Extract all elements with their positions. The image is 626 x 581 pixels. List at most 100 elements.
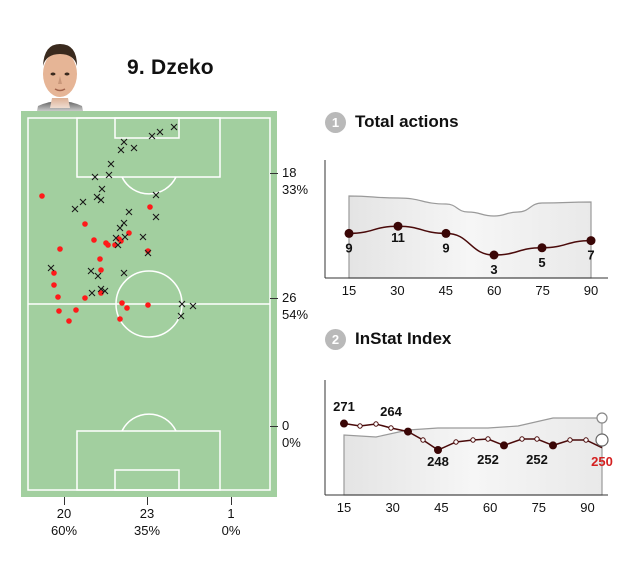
action-cross — [116, 224, 124, 232]
total-actions-tick-label: 60 — [487, 283, 501, 298]
instat-end-point — [595, 433, 609, 447]
action-dot — [82, 221, 88, 227]
total-actions-chart: 9 11 9 3 5 7 15 30 45 60 75 90 — [324, 160, 608, 298]
tick — [34, 497, 94, 505]
instat-minor-point — [470, 437, 476, 443]
stat-value: 18 — [282, 165, 297, 180]
action-cross — [91, 173, 99, 181]
stat-value: 23 — [139, 506, 155, 521]
instat-minor-point — [373, 421, 379, 427]
action-dot — [124, 305, 130, 311]
action-dot — [112, 242, 118, 248]
instat-minor-point — [534, 436, 540, 442]
action-cross — [97, 196, 105, 204]
total-actions-point — [441, 228, 451, 238]
action-cross — [152, 191, 160, 199]
action-dot — [39, 193, 45, 199]
action-dot — [117, 316, 123, 322]
instat-point — [340, 419, 348, 428]
stat-value: 20 — [56, 506, 72, 521]
stat-percent: 0% — [282, 435, 301, 450]
action-dot — [55, 294, 61, 300]
action-cross — [130, 144, 138, 152]
instat-tick-label: 90 — [580, 500, 594, 515]
action-cross — [120, 219, 128, 227]
action-dot — [51, 282, 57, 288]
pitch-stat-right-middle: 26 54% — [270, 289, 310, 323]
instat-point — [500, 441, 508, 450]
pitch-stat-right-bottom: 0 0% — [270, 417, 310, 451]
action-dot — [145, 302, 151, 308]
action-cross — [114, 241, 122, 249]
action-cross — [125, 208, 133, 216]
action-cross — [144, 249, 152, 257]
pitch-stat-right-top: 18 33% — [270, 164, 310, 198]
red-dots-layer — [39, 193, 153, 324]
total-actions-tick-label: 45 — [439, 283, 453, 298]
pitch-stat-bottom-right: 1 0% — [201, 505, 261, 539]
action-dot — [91, 237, 97, 243]
action-cross — [71, 205, 79, 213]
instat-point — [404, 427, 412, 436]
instat-minor-point — [453, 439, 459, 445]
action-cross — [148, 132, 156, 140]
instat-value-label: 250 — [591, 454, 613, 469]
action-dot — [145, 248, 151, 254]
stat-value: 0 — [282, 418, 290, 433]
total-actions-area — [348, 195, 592, 279]
total-actions-value-label: 9 — [345, 240, 352, 255]
total-actions-value-label: 5 — [538, 255, 545, 270]
stat-percent: 33% — [282, 182, 309, 197]
instat-minor-point — [357, 423, 363, 429]
instat-point — [549, 441, 557, 450]
action-cross — [47, 264, 55, 272]
instat-minor-point — [567, 437, 573, 443]
instat-minor-point — [388, 425, 394, 431]
instat-tick-label: 30 — [385, 500, 399, 515]
instat-minor-point — [485, 436, 491, 442]
total-actions-point — [344, 228, 354, 238]
action-dot — [82, 295, 88, 301]
action-cross — [189, 302, 197, 310]
instat-value-label: 264 — [380, 404, 402, 419]
section-2-badge: 2 — [325, 329, 346, 350]
instat-avg-area — [343, 417, 603, 496]
player-name: 9. Dzeko — [127, 56, 214, 79]
action-dot — [105, 242, 111, 248]
action-cross — [121, 233, 129, 241]
stat-percent: 0% — [221, 523, 241, 538]
total-actions-point — [489, 250, 499, 260]
total-actions-tick-label: 90 — [584, 283, 598, 298]
instat-minor-point — [583, 437, 589, 443]
stat-value: 1 — [227, 506, 235, 521]
action-cross — [97, 285, 105, 293]
total-actions-value-label: 9 — [442, 240, 449, 255]
stat-percent: 54% — [282, 307, 309, 322]
instat-value-label: 271 — [333, 399, 355, 414]
tick — [117, 497, 177, 505]
action-cross — [88, 289, 96, 297]
instat-tick-label: 45 — [434, 500, 448, 515]
action-cross — [152, 213, 160, 221]
action-cross — [156, 128, 164, 136]
player-photo-icon — [30, 36, 90, 116]
instat-tick-label: 60 — [483, 500, 497, 515]
action-cross — [79, 198, 87, 206]
action-dot — [147, 204, 153, 210]
action-dot — [97, 256, 103, 262]
action-dot — [66, 318, 72, 324]
tick — [201, 497, 261, 505]
action-cross — [101, 287, 109, 295]
action-dot — [119, 300, 125, 306]
instat-tick-label: 15 — [337, 500, 351, 515]
pitch-map — [21, 111, 277, 497]
action-dot — [98, 290, 104, 296]
action-cross — [139, 233, 147, 241]
action-cross — [105, 171, 113, 179]
crosses-layer — [47, 123, 197, 320]
instat-tick-label: 75 — [532, 500, 546, 515]
action-cross — [93, 193, 101, 201]
pitch-stat-bottom-left: 20 60% — [34, 505, 94, 539]
action-dot — [57, 246, 63, 252]
stat-value: 26 — [282, 290, 297, 305]
